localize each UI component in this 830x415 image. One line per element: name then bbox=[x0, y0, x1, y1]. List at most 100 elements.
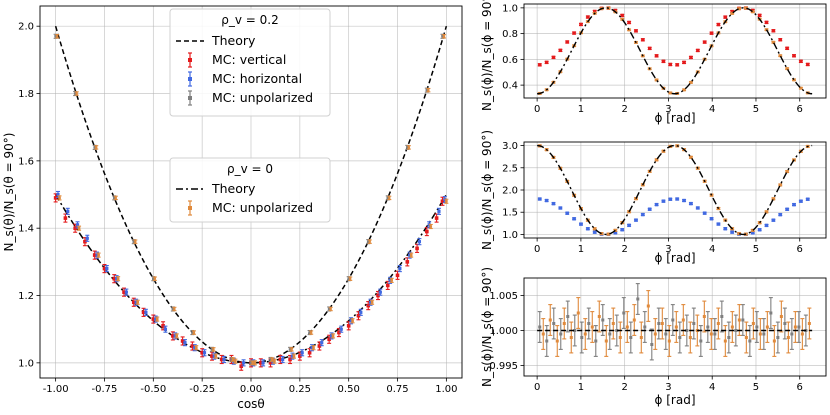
unpolarized-orange-point bbox=[213, 353, 218, 359]
br-orange-point bbox=[583, 318, 588, 350]
br-orange-point bbox=[730, 311, 735, 343]
br-gray-point bbox=[740, 304, 745, 336]
unpolarized-orange-point-02 bbox=[328, 306, 333, 312]
tr-vertical-point bbox=[771, 29, 776, 33]
tr-vertical-point bbox=[709, 31, 714, 35]
main-ytick-label: 1.8 bbox=[18, 89, 34, 100]
br-orange-point bbox=[548, 304, 553, 336]
tr-vertical-point bbox=[798, 59, 803, 64]
vertical-point bbox=[92, 250, 97, 260]
br-gray-point bbox=[663, 318, 668, 350]
horizontal-point bbox=[397, 265, 402, 273]
br-gray-point bbox=[614, 314, 619, 347]
legend-unpolarized-gray-swatch bbox=[188, 90, 192, 106]
tr-vertical-point bbox=[675, 63, 680, 67]
br-orange-point bbox=[807, 307, 812, 340]
br-gray-point bbox=[761, 318, 766, 350]
main-ytick-label: 2.0 bbox=[18, 22, 34, 33]
mr-horizontal-point bbox=[640, 212, 645, 217]
unpolarized-orange-point bbox=[428, 223, 433, 230]
br-orange-point bbox=[653, 318, 658, 350]
mr-horizontal-point bbox=[798, 199, 803, 203]
unpolarized-orange-point-02 bbox=[152, 276, 157, 281]
tr-vertical-point bbox=[778, 38, 783, 42]
unpolarized-orange-point bbox=[57, 195, 62, 201]
unpolarized-orange-point bbox=[174, 333, 179, 339]
mr-horizontal-point bbox=[572, 217, 577, 221]
tr-theory-curve bbox=[537, 7, 813, 95]
vertical-point bbox=[102, 263, 107, 274]
tr-xtick-label: 1 bbox=[578, 104, 584, 115]
vertical-point bbox=[63, 213, 68, 223]
br-gray-point bbox=[670, 304, 675, 336]
horizontal-point bbox=[261, 359, 266, 367]
vertical-point bbox=[415, 243, 420, 253]
mr-horizontal-point bbox=[778, 212, 783, 217]
tr-vertical-point bbox=[647, 46, 652, 51]
unpolarized-orange-point-02 bbox=[442, 34, 447, 39]
unpolarized-orange-point bbox=[135, 299, 140, 305]
unpolarized-orange-point-02 bbox=[387, 195, 392, 201]
legend-lower-unpolarized: MC: unpolarized bbox=[212, 200, 313, 215]
middle-right-y-label: N_s(ϕ)/N_s(ϕ = 90°) bbox=[480, 130, 494, 250]
br-xtick-label: 3 bbox=[665, 382, 671, 393]
mr-horizontal-point bbox=[661, 199, 666, 203]
horizontal-point bbox=[436, 207, 441, 215]
br-xtick-label: 1 bbox=[578, 382, 584, 393]
tr-vertical-point bbox=[661, 59, 666, 64]
theory-dashdot-curve bbox=[54, 194, 448, 364]
unpolarized-orange-point bbox=[77, 225, 82, 231]
vertical-point bbox=[122, 287, 127, 297]
unpolarized-orange-point bbox=[194, 345, 199, 351]
main-panel: -1.00 -0.75 -0.50 -0.25 0.00 0.25 0.50 0.75 1.00… bbox=[2, 5, 463, 411]
legend-upper-title: ρ_v = 0.2 bbox=[221, 13, 279, 27]
unpolarized-orange-point-02 bbox=[113, 195, 118, 201]
br-orange-point bbox=[716, 307, 721, 340]
mr-horizontal-point bbox=[668, 197, 673, 201]
tr-vertical-point bbox=[805, 62, 810, 67]
br-orange-point bbox=[758, 318, 763, 350]
top-right-ticks: 0 1 2 3 4 5 6 0.4 0.6 0.8 1.0 bbox=[502, 3, 803, 115]
horizontal-point bbox=[55, 190, 60, 199]
vertical-point bbox=[307, 348, 312, 358]
br-gray-point bbox=[789, 318, 794, 350]
mr-ytick-label: 3.0 bbox=[502, 141, 518, 152]
br-orange-point bbox=[646, 290, 651, 322]
unpolarized-orange-point bbox=[444, 198, 449, 204]
bottom-right-panel: 0 1 2 3 4 5 6 0.995 1.000 1.005 ϕ [rad] N_s(ϕ)/N_… bbox=[480, 267, 827, 407]
unpolarized-orange-point-02 bbox=[426, 87, 431, 93]
main-xtick-label: -0.50 bbox=[140, 384, 166, 395]
br-xtick-label: 0 bbox=[534, 382, 540, 393]
tr-vertical-point bbox=[537, 63, 542, 67]
br-gray-point bbox=[649, 328, 654, 361]
br-orange-point bbox=[639, 321, 644, 354]
br-orange-point bbox=[576, 297, 581, 329]
middle-right-x-label: ϕ [rad] bbox=[655, 251, 696, 265]
br-gray-point bbox=[628, 321, 633, 354]
br-xtick-label: 6 bbox=[797, 382, 803, 393]
main-xtick-label: 0.25 bbox=[289, 384, 311, 395]
vertical-point bbox=[375, 290, 380, 301]
br-gray-point bbox=[642, 311, 647, 343]
tr-xtick-label: 0 bbox=[534, 104, 540, 115]
tr-vertical-point bbox=[578, 22, 583, 27]
bottom-right-axes-frame bbox=[523, 277, 827, 377]
unpolarized-orange-point bbox=[389, 277, 394, 283]
br-orange-point bbox=[597, 300, 602, 333]
middle-right-panel: 0 1 2 3 4 5 6 1.0 1.5 2.0 2.5 3.0 ϕ [rad] N_s(ϕ)/N_… bbox=[480, 130, 827, 265]
br-orange-point bbox=[779, 300, 784, 333]
tr-vertical-point bbox=[764, 20, 769, 25]
horizontal-point bbox=[104, 265, 109, 273]
mr-horizontal-point bbox=[675, 197, 680, 201]
top-right-panel: 0 1 2 3 4 5 6 0.4 0.6 0.8 1.0 ϕ [rad] N_s(ϕ)/N_s(ϕ… bbox=[480, 0, 827, 125]
mr-horizontal-point bbox=[551, 201, 556, 206]
mr-horizontal-point bbox=[544, 198, 549, 203]
br-ytick-label: 1.000 bbox=[489, 326, 518, 337]
mr-ytick-label: 2.0 bbox=[502, 186, 518, 197]
legend-upper: ρ_v = 0.2 Theory MC: vertical MC: horizo… bbox=[169, 8, 331, 117]
mr-xtick-label: 3 bbox=[665, 244, 671, 255]
tr-vertical-point bbox=[702, 40, 707, 44]
unpolarized-orange-point-02 bbox=[348, 276, 353, 281]
tr-horizontal-point bbox=[688, 80, 693, 84]
tr-vertical-point bbox=[585, 15, 590, 19]
